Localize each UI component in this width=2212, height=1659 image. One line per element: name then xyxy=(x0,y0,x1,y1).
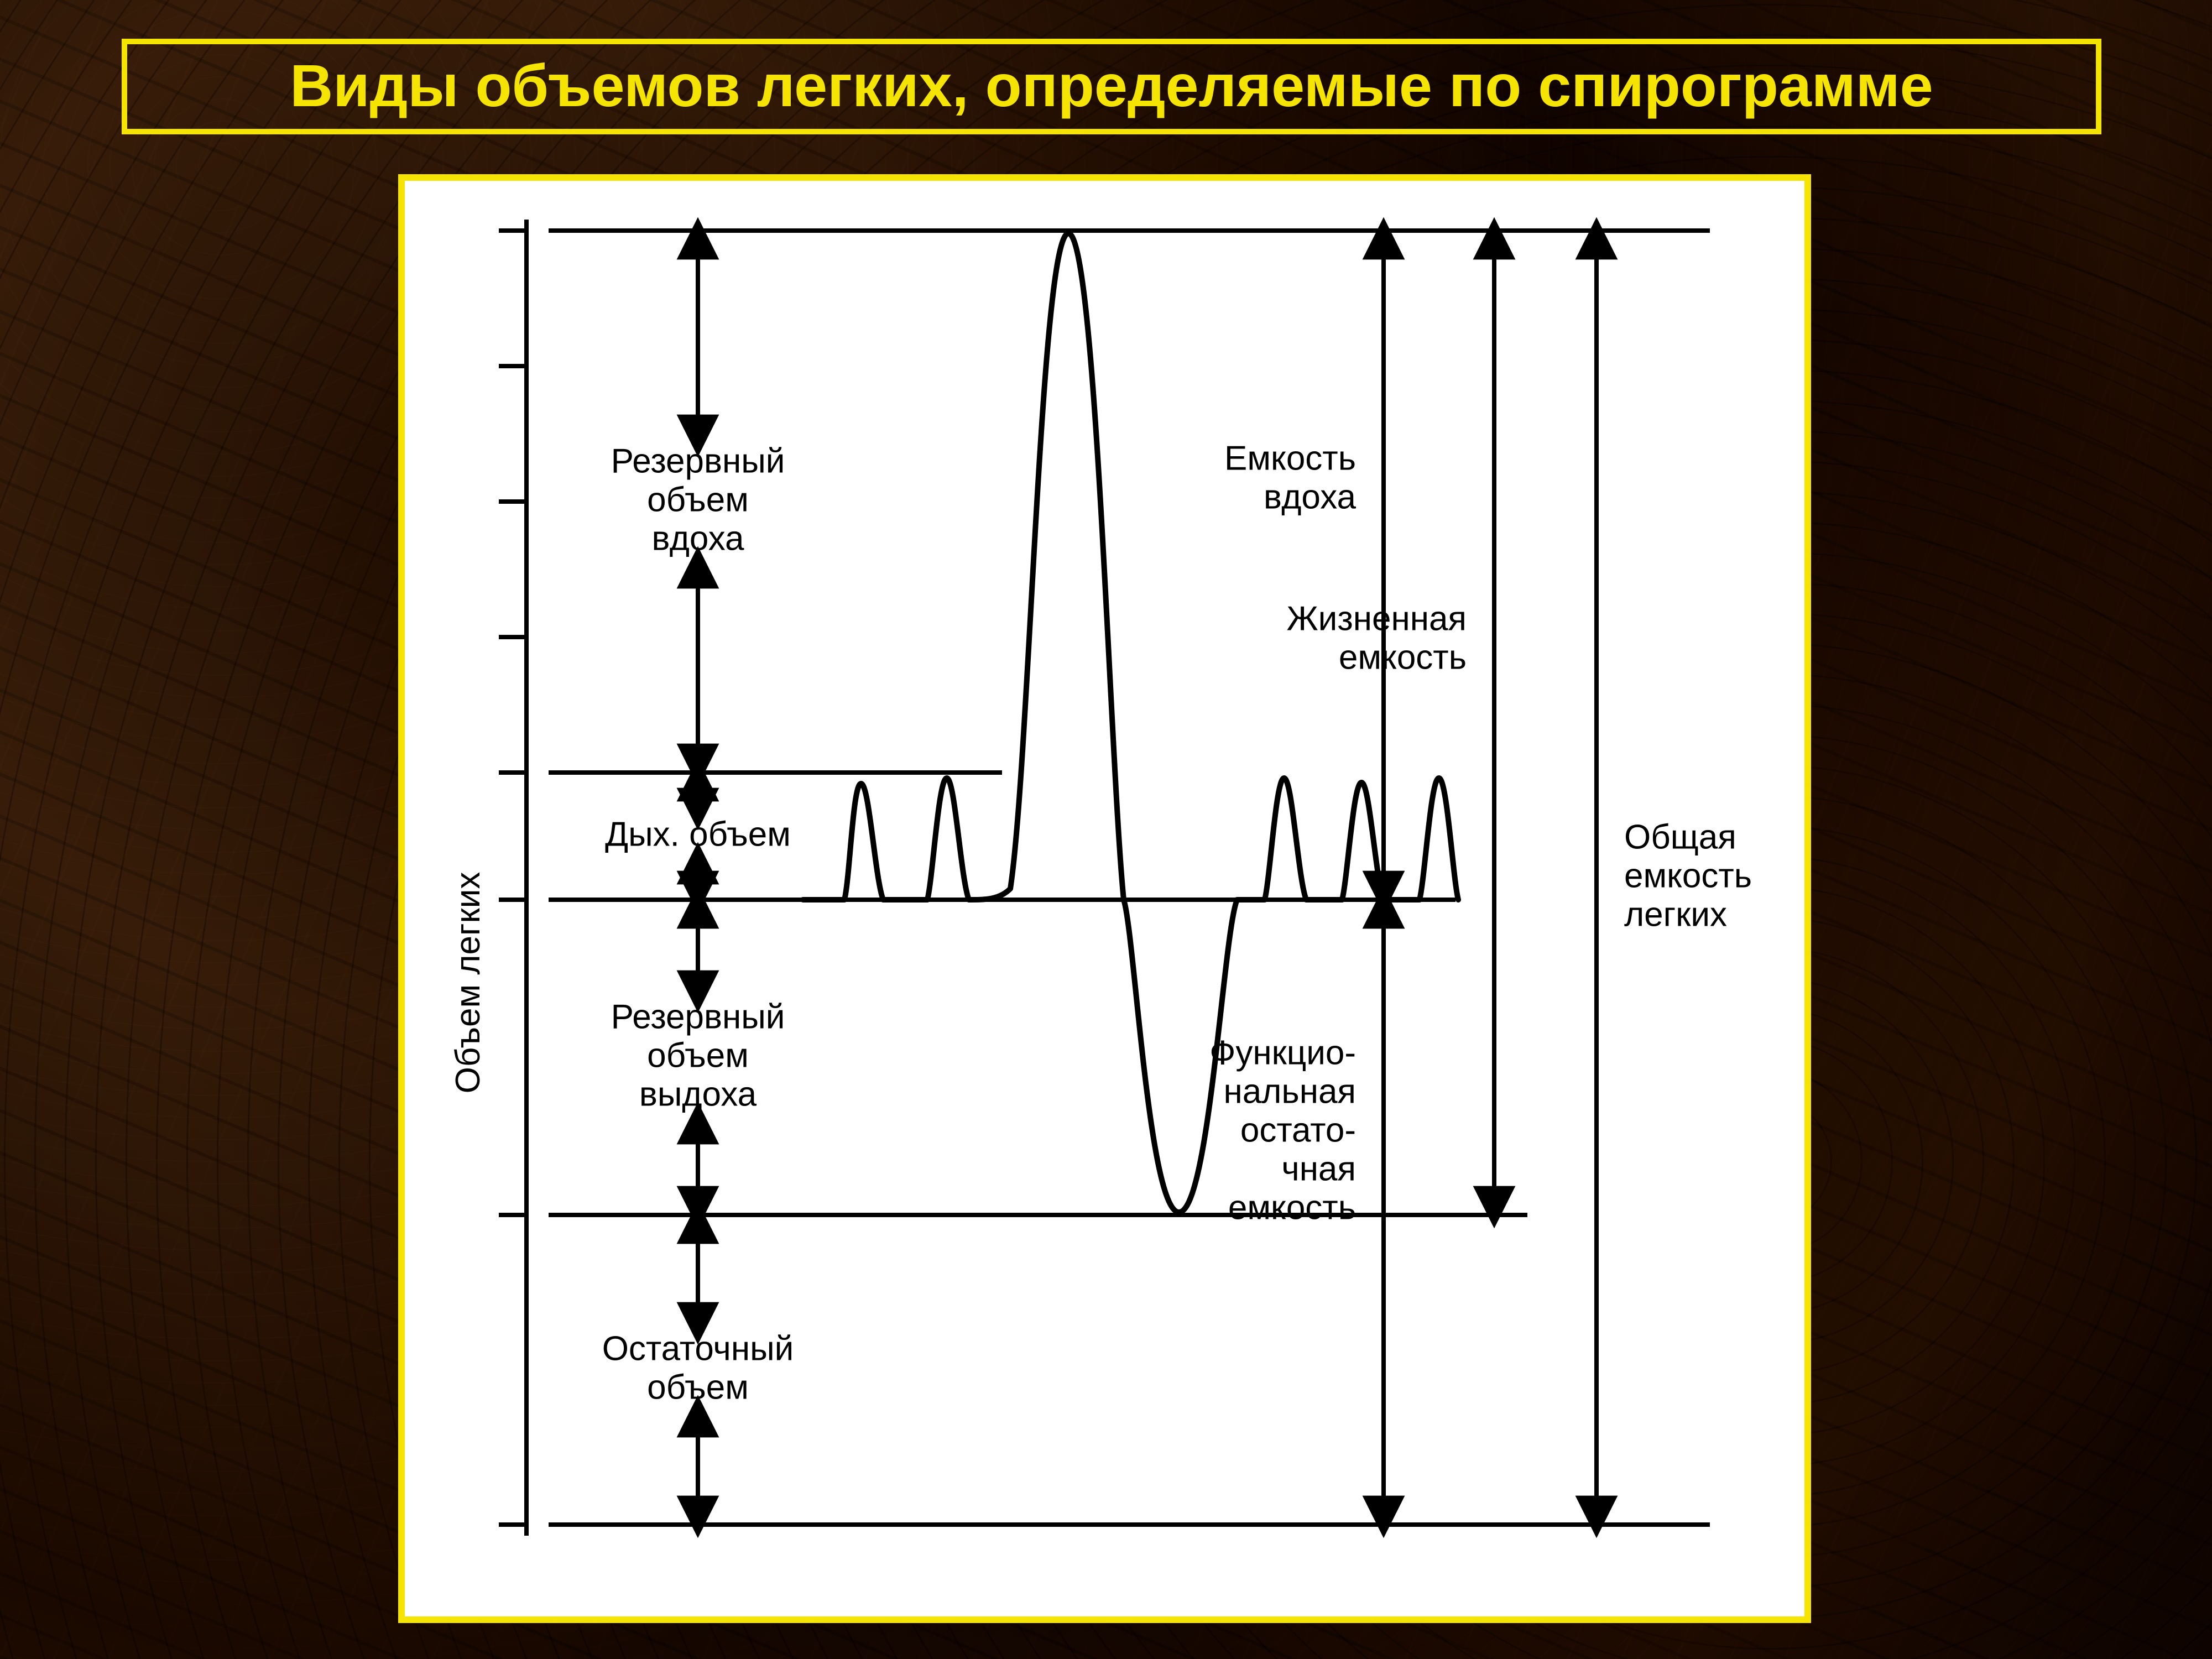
tidal-label: Дых. объем xyxy=(605,816,791,854)
tlc-label: Общая xyxy=(1624,818,1736,857)
irv-label: Резервный xyxy=(611,442,785,481)
rv-label: объем xyxy=(647,1369,749,1407)
irv-label: объем xyxy=(647,481,749,519)
vc-label: Жизненная xyxy=(1286,600,1467,638)
frc-label: емкость xyxy=(1228,1189,1356,1227)
diagram-panel: Объем легкихРезервныйобъемвдохаДых. объе… xyxy=(398,174,1811,1623)
tlc-label: легких xyxy=(1624,896,1727,934)
frc-label: нальная xyxy=(1224,1073,1357,1111)
vc-label: емкость xyxy=(1339,639,1467,677)
tlc-label: емкость xyxy=(1624,857,1752,895)
irv-label: вдоха xyxy=(652,520,745,558)
ic-label: Емкость xyxy=(1224,440,1356,478)
rv-label: Остаточный xyxy=(602,1330,794,1368)
frc-label: чная xyxy=(1281,1150,1356,1188)
frc-label: Функцио- xyxy=(1209,1034,1356,1072)
erv-label: Резервный xyxy=(611,998,785,1036)
ic-label: вдоха xyxy=(1264,478,1357,517)
slide-title: Виды объемов легких, определяемые по спи… xyxy=(127,54,2096,117)
frc-label: остато- xyxy=(1240,1112,1356,1150)
spirogram-curve xyxy=(803,233,1458,1212)
y-axis-label: Объем легких xyxy=(449,872,487,1094)
slide-title-box: Виды объемов легких, определяемые по спи… xyxy=(122,39,2101,134)
erv-label: выдоха xyxy=(639,1076,757,1114)
erv-label: объем xyxy=(647,1037,749,1075)
spirogram-svg: Объем легкихРезервныйобъемвдохаДых. объе… xyxy=(405,181,1804,1616)
